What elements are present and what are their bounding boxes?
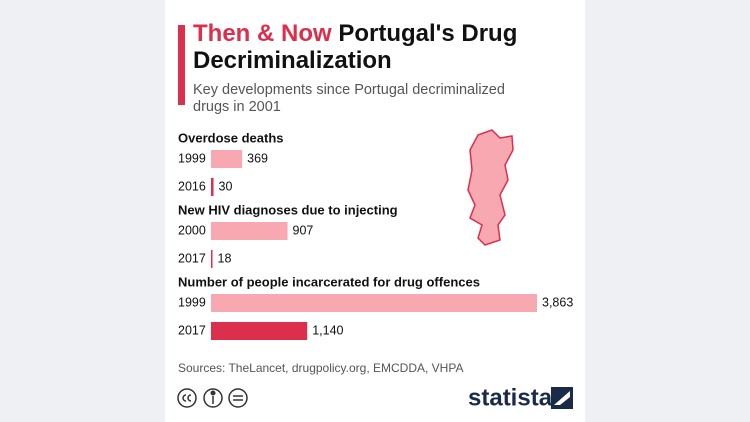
- value-label: 30: [219, 179, 233, 193]
- group-title: Number of people incarcerated for drug o…: [178, 274, 480, 289]
- license-icons: [177, 388, 248, 408]
- portugal-map: [467, 129, 514, 246]
- value-label: 369: [247, 151, 268, 165]
- category-label: 2017: [178, 323, 206, 337]
- bar: [211, 250, 213, 268]
- category-label: 1999: [178, 151, 206, 165]
- bar: [211, 178, 214, 196]
- title-text: Portugal's Drug Decriminalization: [193, 20, 518, 74]
- category-label: 2000: [178, 223, 206, 237]
- value-label: 18: [218, 251, 232, 265]
- category-label: 2016: [178, 179, 206, 193]
- brand: statista: [468, 384, 553, 411]
- bar: [211, 322, 308, 340]
- category-label: 2017: [178, 251, 206, 265]
- bar: [211, 222, 288, 240]
- category-label: 1999: [178, 295, 206, 309]
- title-accent: [178, 25, 185, 105]
- title-highlight: Then & Now: [193, 20, 332, 47]
- title: Then & Now Portugal's Drug Decriminaliza…: [193, 20, 573, 74]
- bar: [211, 294, 537, 312]
- group-title: Overdose deaths: [178, 130, 284, 145]
- value-label: 1,140: [312, 323, 343, 337]
- card: [165, 0, 585, 422]
- bar: [211, 150, 243, 168]
- source: Sources: TheLancet, drugpolicy.org, EMCD…: [178, 361, 463, 375]
- brand-logo: [551, 387, 573, 409]
- group-title: New HIV diagnoses due to injecting: [178, 202, 398, 217]
- value-label: 3,863: [542, 295, 573, 309]
- value-label: 907: [293, 223, 314, 237]
- subtitle: Key developments since Portugal decrimin…: [193, 82, 505, 115]
